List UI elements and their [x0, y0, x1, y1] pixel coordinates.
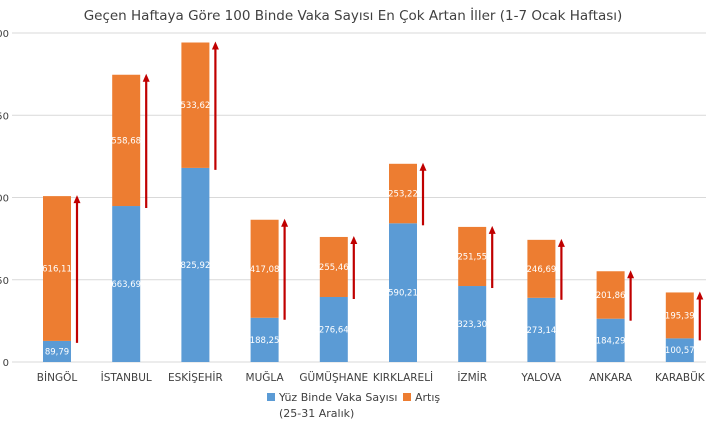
bar-series-2 [319, 236, 348, 297]
data-label-series-2: 558,68 [111, 136, 141, 146]
increase-arrow-head [488, 225, 496, 234]
y-tick-label: 1050 [0, 111, 9, 122]
x-tick-label: GÜMÜŞHANE [299, 371, 368, 384]
x-tick-label: İZMİR [457, 371, 487, 384]
data-label-series-2: 201,86 [596, 291, 626, 301]
y-tick-label: 350 [0, 276, 9, 287]
increase-arrow-head [350, 235, 358, 244]
increase-arrow-head [419, 162, 427, 171]
data-label-series-1: 323,30 [457, 320, 487, 330]
x-tick-label: MUĞLA [246, 371, 285, 384]
data-label-series-1: 188,25 [250, 336, 280, 346]
increase-arrow-head [696, 291, 704, 300]
bar-series-2 [112, 74, 141, 207]
x-tick-label: BİNGÖL [37, 371, 78, 384]
y-tick-label: 0 [3, 358, 9, 369]
bar-series-2 [596, 271, 625, 319]
bar-series-2 [458, 226, 487, 287]
legend-label-series-1: Yüz Binde Vaka Sayısı [278, 391, 397, 404]
x-tick-label: İSTANBUL [101, 371, 152, 384]
y-tick-label: 700 [0, 194, 9, 205]
data-label-series-1: 825,92 [181, 261, 211, 271]
y-tick-label: 1400 [0, 29, 9, 40]
data-label-series-1: 273,14 [527, 326, 557, 336]
increase-arrow-head [211, 41, 219, 50]
data-label-series-1: 100,57 [665, 346, 695, 356]
bar-series-1 [112, 206, 141, 362]
data-label-series-1: 590,21 [388, 289, 418, 299]
legend-swatch-series-2 [403, 393, 411, 401]
bar-series-2 [250, 219, 279, 318]
x-tick-label: ESKİŞEHİR [168, 371, 223, 384]
increase-arrow-head [73, 195, 81, 204]
x-tick-label: YALOVA [520, 372, 562, 384]
legend-label-series-2: Artış [415, 391, 440, 404]
legend-label-series-1-line-2: (25-31 Aralık) [279, 407, 354, 420]
data-label-series-2: 253,22 [388, 190, 418, 200]
y-axis: 0 350 700 1050 1400 [0, 29, 9, 369]
arrows [73, 41, 704, 343]
data-label-series-2: 616,11 [42, 265, 72, 275]
x-tick-label: KIRKLARELİ [373, 371, 433, 384]
data-label-series-2: 246,69 [527, 265, 557, 275]
legend-swatch-series-1 [267, 393, 275, 401]
bar-series-2 [665, 292, 694, 339]
bar-series-1 [250, 317, 279, 362]
data-label-series-2: 255,46 [319, 263, 349, 273]
bar-series-1 [527, 297, 556, 362]
data-label-series-2: 251,55 [457, 252, 487, 262]
bar-series-1 [458, 286, 487, 362]
bar-series-2 [527, 239, 556, 298]
bar-series-2 [389, 163, 417, 224]
increase-arrow-head [627, 270, 635, 279]
bar-series-1 [389, 223, 417, 362]
data-label-series-2: 417,08 [250, 265, 280, 275]
bar-series-1 [596, 318, 625, 362]
x-tick-label: KARABÜK [655, 371, 706, 384]
x-tick-label: ANKARA [589, 372, 633, 384]
bar-series-1 [181, 167, 210, 362]
bar-series-1 [319, 296, 348, 362]
data-label-series-1: 663,69 [111, 280, 141, 290]
data-label-series-1: 184,29 [596, 336, 626, 346]
chart-title: Geçen Haftaya Göre 100 Binde Vaka Sayısı… [84, 6, 623, 24]
x-axis: BİNGÖL İSTANBUL ESKİŞEHİR MUĞLA GÜMÜŞHANE KIR… [37, 371, 706, 384]
bar-series-2 [43, 196, 71, 341]
legend: Yüz Binde Vaka Sayısı (25-31 Aralık) Art… [267, 391, 440, 420]
increase-arrow-head [557, 238, 565, 247]
data-label-series-1: 276,64 [319, 325, 349, 335]
bar-series-2 [181, 42, 210, 168]
data-label-series-2: 195,39 [665, 311, 695, 321]
bar-series-1 [665, 338, 694, 362]
bar-series-1 [43, 340, 71, 362]
data-label-series-2: 533,62 [181, 101, 211, 111]
increase-arrow-head [142, 73, 150, 82]
bars: 89,79 616,11 663,69 558,68 825,92 533,62 188,2… [42, 42, 695, 362]
data-label-series-1: 89,79 [45, 347, 69, 357]
increase-arrow-head [281, 218, 289, 227]
